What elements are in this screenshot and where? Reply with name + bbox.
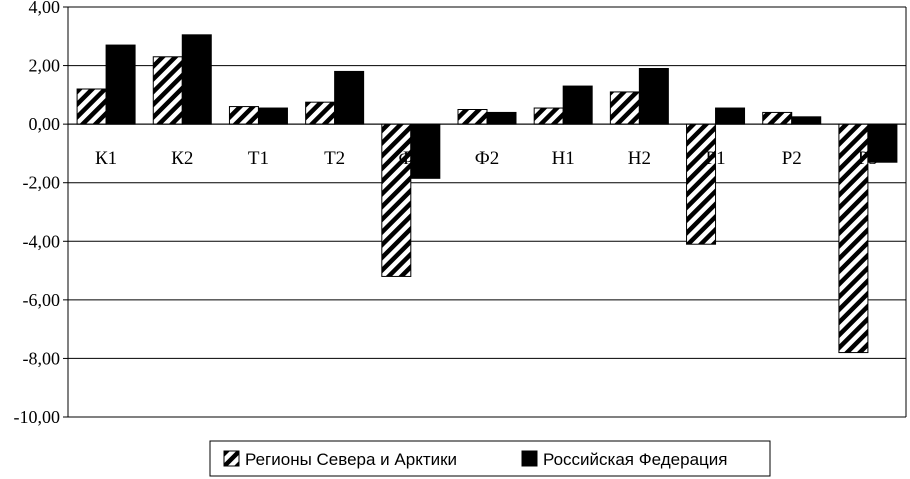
y-tick-label: -6,00: [23, 290, 61, 310]
bar-series-2: [334, 70, 365, 125]
bar-series-2: [791, 116, 822, 125]
axes: [67, 7, 907, 417]
bar-series-2: [562, 85, 593, 125]
category-label: К1: [95, 148, 117, 169]
legend-swatch-series-2: [521, 450, 538, 467]
bar-series-1: [305, 101, 336, 125]
bar-series-1: [457, 109, 488, 125]
bar-series-2: [486, 111, 517, 125]
bar-series-1: [838, 123, 869, 354]
bar-series-2: [867, 123, 898, 163]
y-tick-label: -2,00: [23, 173, 61, 193]
bar-series-2: [715, 107, 746, 125]
category-labels: К1 К2 Т1 Т2 Ф1 Ф2 Н1 Н2 Р1 Р2 Р3: [95, 148, 878, 169]
bar-series-2: [257, 107, 288, 125]
bar-series-2: [181, 34, 212, 125]
bar-series-1: [609, 91, 640, 125]
bar-series-1: [228, 106, 259, 125]
category-label: К2: [171, 148, 193, 169]
bar-series-2: [638, 68, 669, 125]
y-tick-labels: 4,00 2,00 0,00 -2,00 -4,00 -6,00 -8,00 -10,00: [14, 0, 61, 427]
bars: [76, 34, 898, 354]
bar-series-1: [381, 123, 412, 277]
bar-series-1: [152, 56, 183, 125]
category-label: Р3: [858, 148, 878, 169]
category-label: Р1: [706, 148, 726, 169]
y-tick-label: 4,00: [29, 0, 61, 17]
legend: Регионы Севера и Арктики Российская Феде…: [209, 440, 771, 477]
category-label: Р2: [782, 148, 802, 169]
legend-label-series-1: Регионы Севера и Арктики: [245, 450, 457, 469]
y-tick-label: -8,00: [23, 348, 61, 368]
y-tick-label: -10,00: [14, 407, 61, 427]
category-label: Н1: [552, 148, 575, 169]
bar-series-1: [533, 107, 564, 125]
bar-series-1: [686, 123, 717, 245]
y-tick-label: 0,00: [29, 114, 61, 134]
bar-series-1: [762, 111, 793, 125]
legend-box: [209, 440, 771, 477]
legend-label-series-2: Российская Федерация: [543, 450, 727, 469]
category-label: Ф1: [399, 148, 424, 169]
category-label: Т1: [248, 148, 269, 169]
category-label: Ф2: [475, 148, 500, 169]
bar-series-2: [105, 44, 136, 125]
y-tick-label: 2,00: [29, 56, 61, 76]
y-tick-label: -4,00: [23, 231, 61, 251]
category-label: Т2: [324, 148, 345, 169]
bar-series-1: [76, 88, 107, 125]
category-label: Н2: [628, 148, 651, 169]
bar-series-2: [410, 123, 441, 179]
legend-swatch-series-1: [223, 450, 240, 467]
